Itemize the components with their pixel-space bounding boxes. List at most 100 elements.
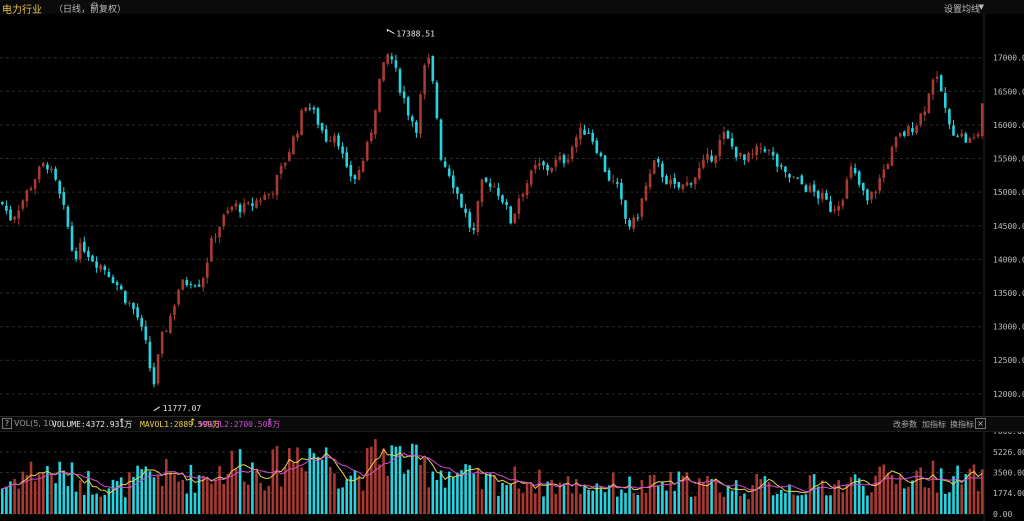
volume-bar <box>833 484 836 514</box>
volume-bar <box>849 477 853 514</box>
volume-bar <box>554 493 558 514</box>
candle-body <box>251 203 254 207</box>
candle-body <box>111 277 115 284</box>
candle-body <box>91 255 94 262</box>
volume-bar <box>70 462 74 514</box>
volume-bar <box>406 469 410 514</box>
candle-body <box>784 166 787 173</box>
candle-body <box>210 237 213 262</box>
candle-body <box>132 302 135 310</box>
candle-body <box>353 175 357 180</box>
candle-body <box>333 135 336 143</box>
volume-bar <box>218 465 221 514</box>
volume-bar <box>427 487 430 514</box>
switch-indicator-button[interactable]: 换指标 <box>950 420 974 429</box>
volume-bar <box>140 469 143 514</box>
volume-bar <box>173 474 176 514</box>
volume-bar <box>702 482 705 514</box>
candle-body <box>980 103 984 137</box>
volume-bar <box>972 464 976 514</box>
volume-bar <box>189 464 193 514</box>
volume-bar <box>677 471 681 514</box>
volume-bar <box>468 465 471 514</box>
volume-bar <box>83 494 86 514</box>
volume-bar <box>124 497 127 514</box>
candle-body <box>456 187 459 194</box>
y-tick-label: 16000.00 <box>993 121 1024 130</box>
volume-bar <box>378 464 381 514</box>
candle-body <box>689 183 693 185</box>
candle-body <box>956 135 959 137</box>
volume-bar <box>800 495 804 514</box>
add-indicator-button[interactable]: 加指标 <box>922 420 946 429</box>
candle-body <box>907 126 910 137</box>
volume-bar <box>423 457 426 514</box>
candle-body <box>673 178 676 184</box>
volume-bar <box>968 468 972 514</box>
volume-bar <box>247 484 250 514</box>
volume-bar <box>87 470 90 514</box>
candle-body <box>308 108 312 110</box>
chevron-down-icon[interactable]: ▼ <box>978 3 984 11</box>
candle-body <box>140 317 143 327</box>
volume-bar <box>46 465 49 514</box>
candle-body <box>661 163 664 178</box>
volume-bar <box>976 490 980 514</box>
candle-body <box>763 149 767 152</box>
candle-body <box>870 191 873 200</box>
mavol2-value: MAVOL2:2700.508万 <box>200 420 281 429</box>
candle-body <box>349 164 353 177</box>
volume-bar <box>21 471 25 514</box>
candle-body <box>509 206 512 224</box>
candle-body <box>247 202 250 204</box>
volume-bar <box>739 495 742 514</box>
candle-body <box>201 278 205 288</box>
candle-body <box>279 165 283 174</box>
gear-icon[interactable]: ⚙ <box>90 1 99 12</box>
volume-bar <box>415 444 418 514</box>
candle-body <box>558 156 562 160</box>
candle-body <box>394 60 398 68</box>
candle-body <box>575 137 578 148</box>
edit-params-button[interactable]: 改参数 <box>893 420 917 429</box>
volume-bar <box>919 467 922 514</box>
candle-body <box>341 146 344 154</box>
volume-bar <box>329 466 332 514</box>
volume-bar <box>324 447 328 514</box>
help-icon[interactable]: ? <box>2 418 12 429</box>
volume-bar <box>509 483 512 514</box>
candle-body <box>886 164 890 170</box>
volume-bar <box>952 476 955 514</box>
candle-body <box>390 56 394 60</box>
candle-body <box>493 186 496 188</box>
volume-bar <box>255 470 258 514</box>
settings-ma-button[interactable]: 设置均线 <box>943 5 980 15</box>
volume-bar <box>394 446 398 514</box>
candle-body <box>435 82 439 119</box>
candle-body <box>521 193 525 197</box>
volume-bar <box>652 474 656 514</box>
candle-body <box>898 133 902 137</box>
candle-body <box>583 129 586 135</box>
candle-body <box>5 205 8 211</box>
volume-bar <box>374 439 377 514</box>
candle-body <box>357 169 361 180</box>
volume-bar <box>743 493 746 514</box>
volume-bar <box>119 477 123 514</box>
candle-body <box>124 291 127 304</box>
candle-body <box>579 127 582 140</box>
volume-bar <box>546 481 549 514</box>
candle-body <box>927 93 931 113</box>
volume-bar <box>37 474 41 514</box>
volume-bar <box>419 464 422 514</box>
candle-body <box>796 177 799 179</box>
candle-body <box>657 158 660 163</box>
candle-body <box>214 236 217 238</box>
candle-body <box>911 127 914 132</box>
close-icon[interactable]: × <box>975 418 986 429</box>
candle-body <box>107 272 111 278</box>
candle-body <box>50 168 53 171</box>
candle-body <box>312 107 316 110</box>
candle-body <box>83 241 86 252</box>
candle-body <box>374 109 377 135</box>
